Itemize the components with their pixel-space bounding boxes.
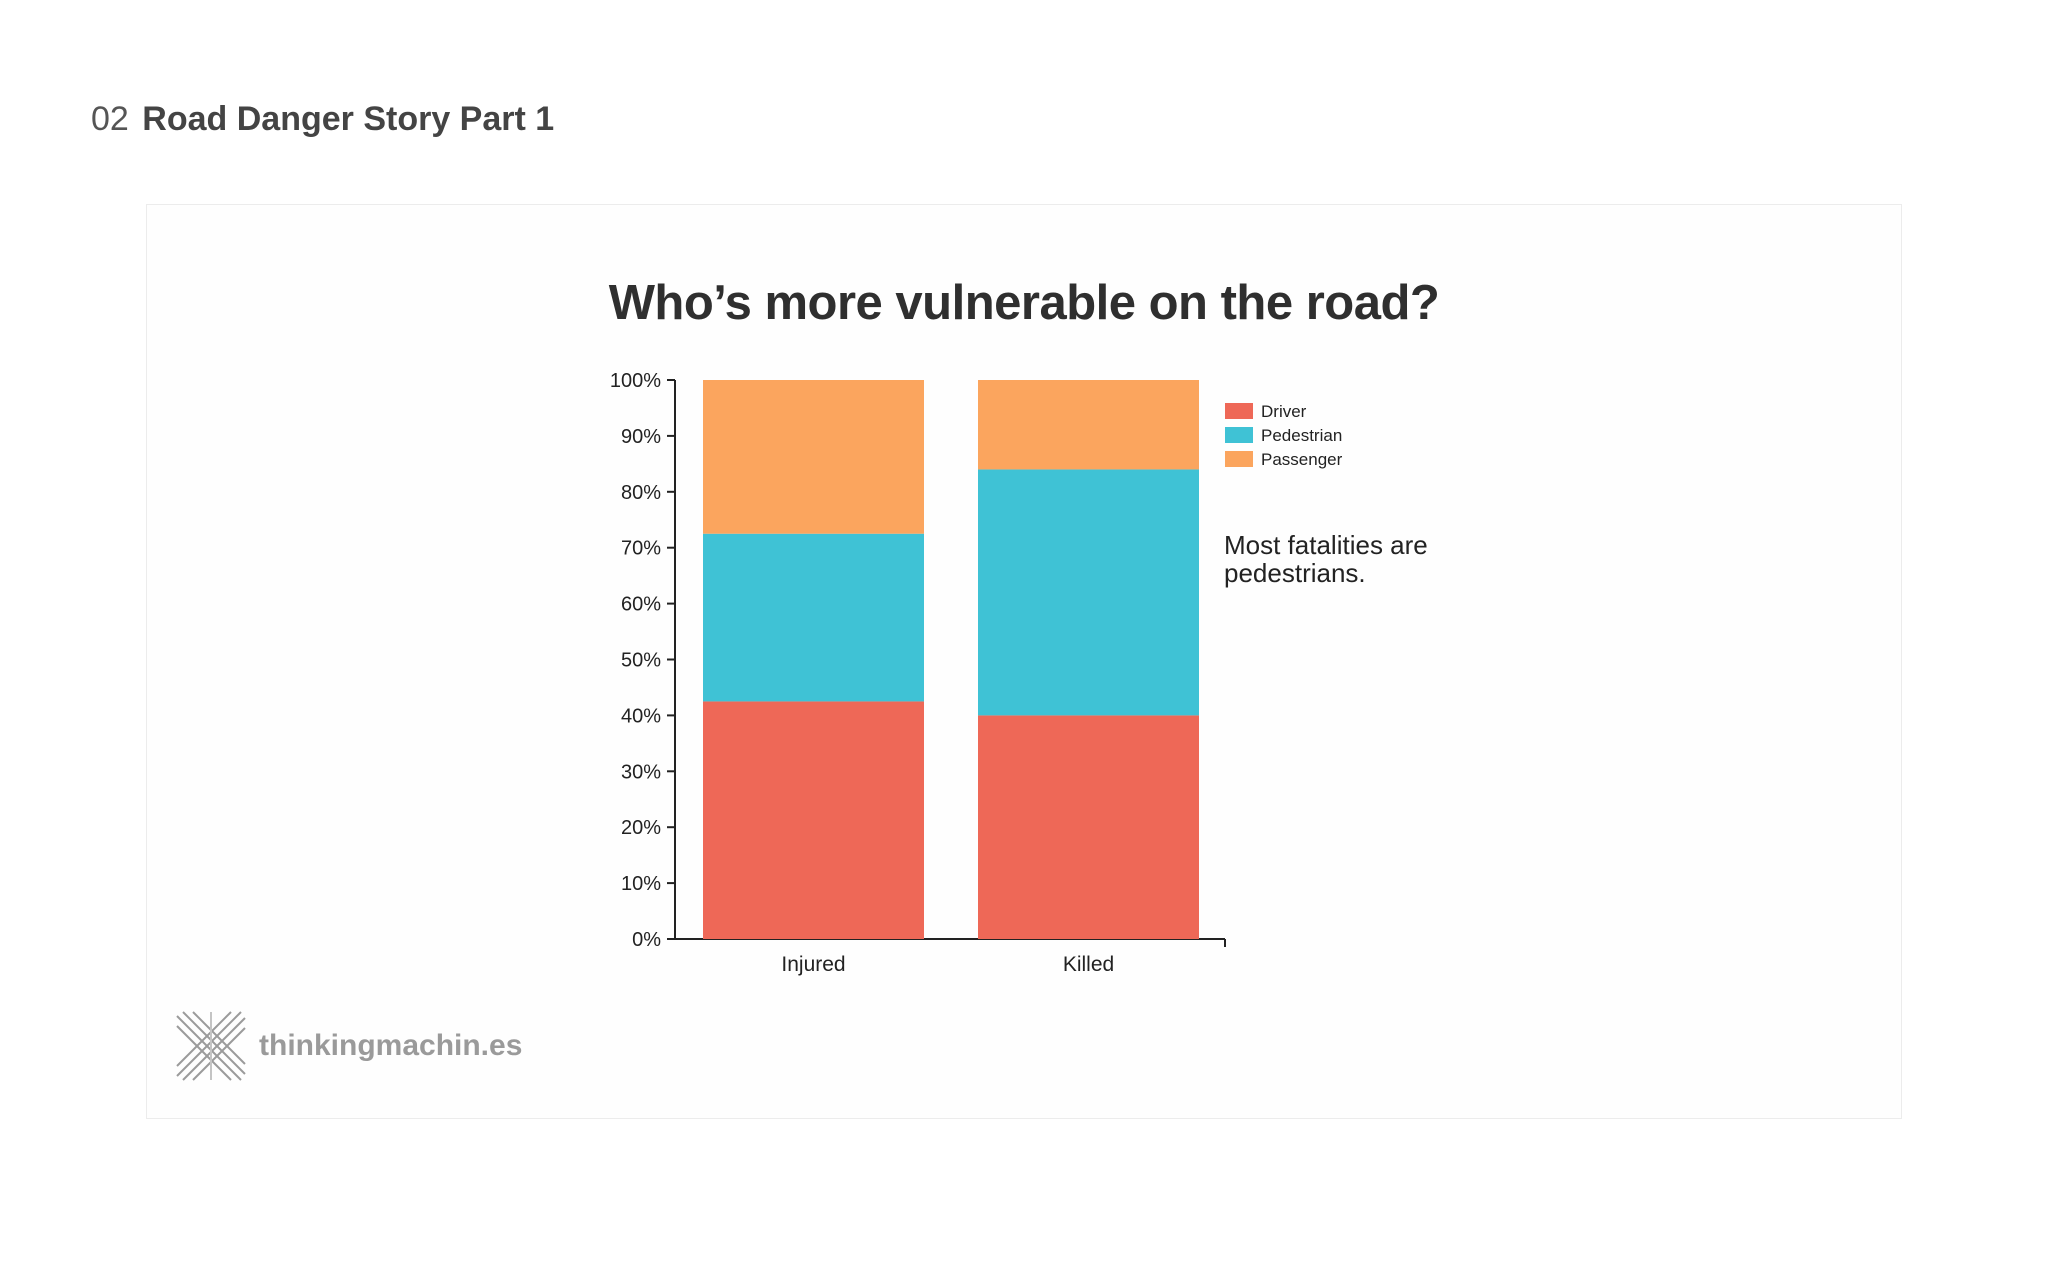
legend-swatch-pedestrian bbox=[1225, 427, 1253, 443]
legend-label-passenger: Passenger bbox=[1261, 450, 1343, 469]
y-tick-label: 60% bbox=[621, 594, 661, 616]
y-tick-label: 70% bbox=[621, 538, 661, 560]
y-tick-label: 30% bbox=[621, 761, 661, 783]
y-tick-label: 80% bbox=[621, 482, 661, 504]
bar-driver-killed bbox=[978, 715, 1199, 939]
chart-annotation: pedestrians. bbox=[1224, 558, 1366, 588]
logo: thinkingmachin.es bbox=[173, 1009, 522, 1083]
legend-label-pedestrian: Pedestrian bbox=[1261, 426, 1342, 445]
y-tick-label: 20% bbox=[621, 817, 661, 839]
stacked-bar-chart: 0% 10% 20% 30% 40% 50% 60% 70% 80% 90% 100% Injured… bbox=[610, 370, 1428, 976]
y-tick-label: 10% bbox=[621, 873, 661, 895]
legend-swatch-passenger bbox=[1225, 451, 1253, 467]
bar-passenger-killed bbox=[978, 380, 1199, 470]
page-header: 02 Road Danger Story Part 1 bbox=[91, 102, 554, 136]
legend-swatch-driver bbox=[1225, 403, 1253, 419]
section-title: Road Danger Story Part 1 bbox=[142, 100, 555, 138]
section-number: 02 bbox=[91, 100, 129, 138]
legend-label-driver: Driver bbox=[1261, 402, 1307, 421]
bar-pedestrian-killed bbox=[978, 469, 1199, 716]
bar-driver-injured bbox=[703, 701, 924, 939]
y-tick-label: 0% bbox=[632, 929, 661, 951]
logo-text: thinkingmachin.es bbox=[259, 1029, 523, 1062]
x-tick-label: Killed bbox=[1063, 953, 1114, 976]
bar-passenger-injured bbox=[703, 380, 924, 534]
y-tick-label: 100% bbox=[610, 370, 661, 392]
crosshatch-x-logo-icon bbox=[176, 1011, 246, 1081]
y-tick-label: 90% bbox=[621, 426, 661, 448]
chart-annotation: Most fatalities are bbox=[1224, 530, 1428, 560]
chart-card: Who’s more vulnerable on the road? 0% 10%… bbox=[146, 204, 1902, 1119]
y-tick-label: 40% bbox=[621, 705, 661, 727]
bar-pedestrian-injured bbox=[703, 533, 924, 702]
x-tick-label: Injured bbox=[781, 953, 845, 976]
chart-title: Who’s more vulnerable on the road? bbox=[608, 276, 1440, 330]
y-tick-label: 50% bbox=[621, 650, 661, 672]
